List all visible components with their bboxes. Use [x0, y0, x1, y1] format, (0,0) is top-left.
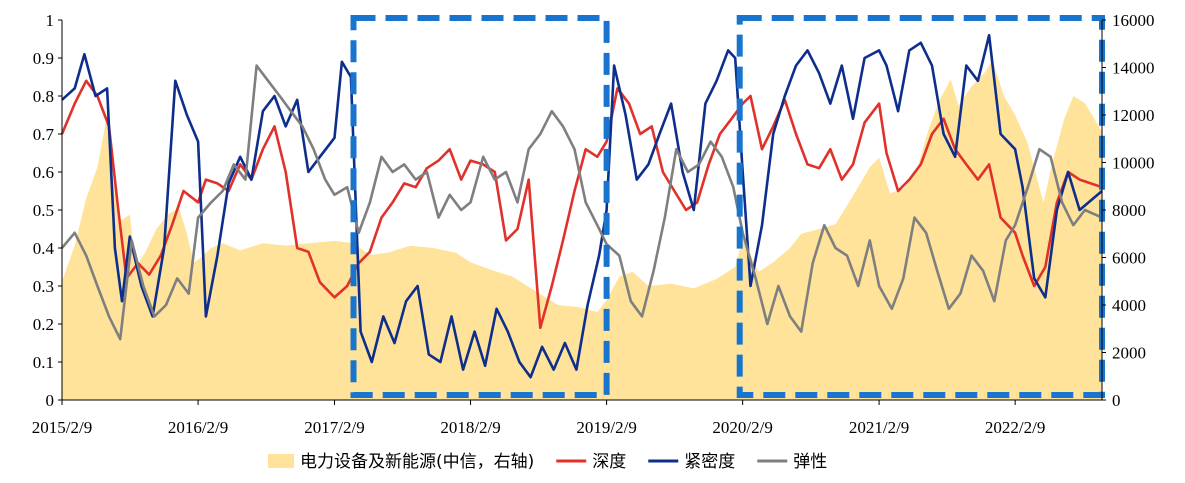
- y-right-tick-label: 12000: [1112, 106, 1155, 125]
- y-left-tick-label: 1: [46, 11, 55, 30]
- y-left-tick-label: 0.5: [33, 201, 54, 220]
- legend-label: 电力设备及新能源(中信，右轴): [300, 452, 534, 472]
- y-left-tick-label: 0.2: [33, 315, 54, 334]
- y-right-tick-label: 16000: [1112, 11, 1155, 30]
- x-tick-label: 2020/2/9: [712, 418, 772, 437]
- y-left-tick-label: 0.1: [33, 353, 54, 372]
- x-tick-label: 2019/2/9: [576, 418, 636, 437]
- y-right-tick-label: 4000: [1112, 296, 1146, 315]
- y-right-tick-label: 14000: [1112, 59, 1155, 78]
- legend-label: 深度: [592, 452, 626, 472]
- y-left-tick-label: 0.6: [33, 163, 54, 182]
- y-right-tick-label: 2000: [1112, 344, 1146, 363]
- x-tick-label: 2016/2/9: [168, 418, 228, 437]
- legend-swatch-area: [268, 454, 294, 468]
- y-left-tick-label: 0.3: [33, 277, 54, 296]
- series-line-2: [61, 33, 1103, 379]
- area-layer: [62, 60, 1102, 401]
- x-tick-label: 2018/2/9: [440, 418, 500, 437]
- legend-label: 弹性: [793, 452, 827, 472]
- y-left-tick-label: 0.4: [33, 239, 55, 258]
- legend: 电力设备及新能源(中信，右轴) 深度 紧密度 弹性: [268, 452, 827, 472]
- highlight-box-0: [350, 15, 610, 398]
- y-right-tick-label: 8000: [1112, 201, 1146, 220]
- series-line-3: [61, 64, 1103, 341]
- line-layer: [60, 33, 1103, 379]
- y-right-tick-label: 0: [1112, 391, 1121, 410]
- series-area-0: [62, 60, 1102, 401]
- axis-layer: 0 0.1 0.2 0.3 0.4 0.5 0.6 0.7 0.8 0.9 1 0 2000 4000 60…: [32, 11, 1155, 437]
- y-left-tick-label: 0.9: [33, 49, 54, 68]
- legend-label: 紧密度: [684, 452, 735, 472]
- x-tick-label: 2022/2/9: [985, 418, 1045, 437]
- y-right-tick-label: 10000: [1112, 154, 1155, 173]
- y-left-tick-label: 0.8: [33, 87, 54, 106]
- x-tick-label: 2015/2/9: [32, 418, 92, 437]
- y-right-tick-label: 6000: [1112, 249, 1146, 268]
- x-tick-label: 2017/2/9: [304, 418, 364, 437]
- y-left-tick-label: 0.7: [33, 125, 55, 144]
- x-tick-label: 2021/2/9: [849, 418, 909, 437]
- y-left-tick-label: 0: [46, 391, 55, 410]
